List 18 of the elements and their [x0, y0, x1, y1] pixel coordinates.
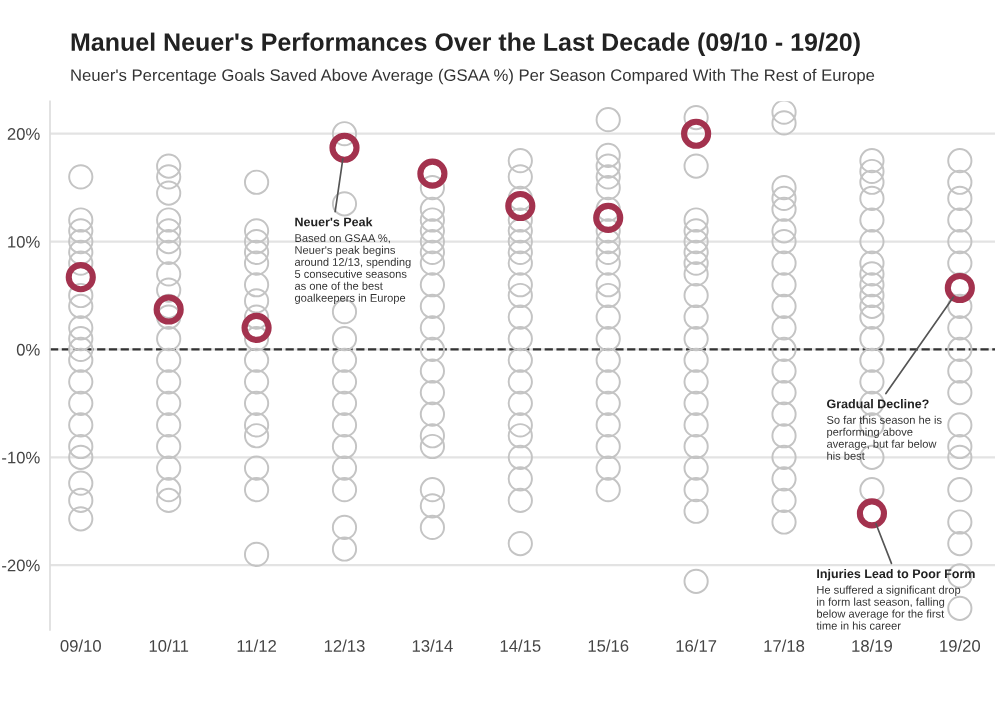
y-tick-label: 0%	[16, 343, 40, 356]
x-tick-label: 17/18	[764, 639, 805, 652]
chart-subtitle: Neuer's Percentage Goals Saved Above Average (GSAA %) Per Season Compared With The Rest of Europe	[71, 68, 875, 85]
y-tick-label: 20%	[7, 128, 40, 140]
x-tick-label: 19/20	[940, 639, 981, 652]
x-tick-label: 14/15	[500, 639, 541, 652]
y-tick-label: 10%	[8, 235, 40, 248]
y-tick-label: -10%	[2, 451, 40, 464]
x-tick-label: 15/16	[588, 639, 629, 652]
x-tick-label: 10/11	[149, 639, 189, 652]
x-tick-label: 16/17	[676, 639, 717, 652]
x-tick-label: 12/13	[324, 639, 365, 652]
x-tick-label: 11/12	[237, 639, 276, 652]
chart-title: Manuel Neuer's Performances Over the Last Decade (09/10 - 19/20)	[71, 32, 860, 56]
x-tick-label: 09/10	[60, 639, 101, 652]
y-tick-label: -20%	[2, 559, 40, 572]
x-tick-label: 13/14	[412, 639, 453, 652]
x-tick-label: 18/19	[852, 639, 892, 652]
